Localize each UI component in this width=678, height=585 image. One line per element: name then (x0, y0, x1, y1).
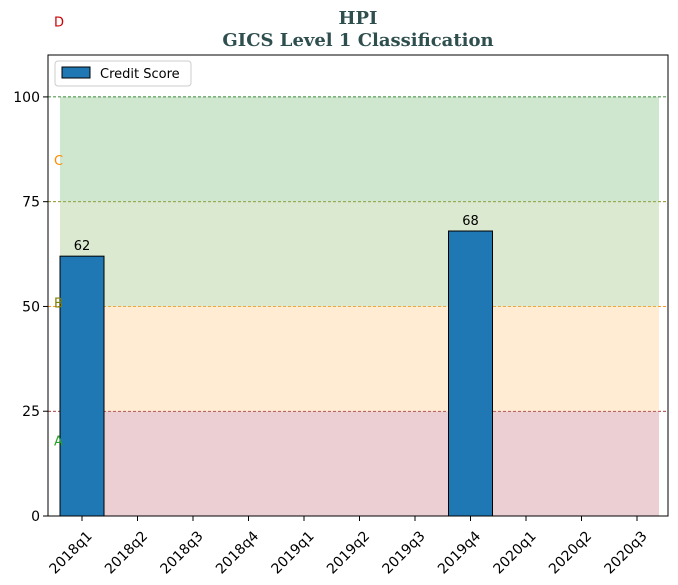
bar-value-label: 62 (74, 239, 91, 254)
x-tick-label: 2018q1 (47, 528, 96, 577)
band-c (60, 201, 659, 307)
band-a (60, 411, 659, 516)
chart-subtitle: GICS Level 1 Classification (222, 30, 493, 51)
plot-frame (47, 54, 669, 517)
bar-2018q1 (59, 255, 105, 517)
bar-2019q4 (448, 230, 493, 517)
y-tick-label: 100 (13, 90, 40, 106)
chart-title: HPI (339, 8, 378, 29)
y-tick-label: 0 (31, 509, 40, 525)
rating-bands (48, 96, 668, 516)
band-d (60, 96, 659, 202)
x-tick-label: 2020q1 (491, 528, 540, 577)
y-tick-label: 50 (22, 299, 40, 315)
x-axis: 2018q1 2018q2 2018q3 2018q4 2019q1 2019q2 2019… (47, 516, 651, 577)
y-axis: 0 25 50 75 100 (13, 90, 48, 525)
x-tick-label: 2018q2 (102, 528, 151, 577)
x-tick-label: 2018q4 (213, 528, 262, 577)
x-tick-label: 2019q1 (269, 528, 318, 577)
band-label-b: B (54, 296, 63, 311)
x-tick-label: 2019q2 (324, 528, 373, 577)
bar-value-label: 68 (462, 214, 479, 229)
x-tick-label: 2019q4 (435, 528, 484, 577)
band-label-a: A (54, 435, 63, 450)
band-label-c: C (54, 154, 63, 169)
legend-swatch (61, 66, 91, 79)
x-tick-label: 2018q3 (158, 528, 207, 577)
legend: Credit Score (54, 60, 192, 87)
band-b (60, 306, 659, 412)
y-tick-label: 75 (22, 195, 40, 211)
x-tick-label: 2020q2 (546, 528, 595, 577)
x-tick-label: 2020q3 (602, 528, 651, 577)
x-tick-label: 2019q3 (380, 528, 429, 577)
legend-label: Credit Score (100, 67, 180, 82)
bar-series: 62 68 (59, 214, 493, 517)
band-label-d: D (54, 15, 64, 30)
band-labels: A B C D (54, 15, 64, 449)
y-tick-label: 25 (22, 404, 40, 420)
